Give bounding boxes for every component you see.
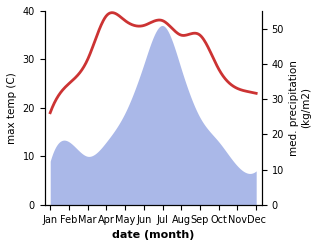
Y-axis label: max temp (C): max temp (C) <box>7 72 17 144</box>
Y-axis label: med. precipitation
(kg/m2): med. precipitation (kg/m2) <box>289 60 311 156</box>
X-axis label: date (month): date (month) <box>112 230 194 240</box>
